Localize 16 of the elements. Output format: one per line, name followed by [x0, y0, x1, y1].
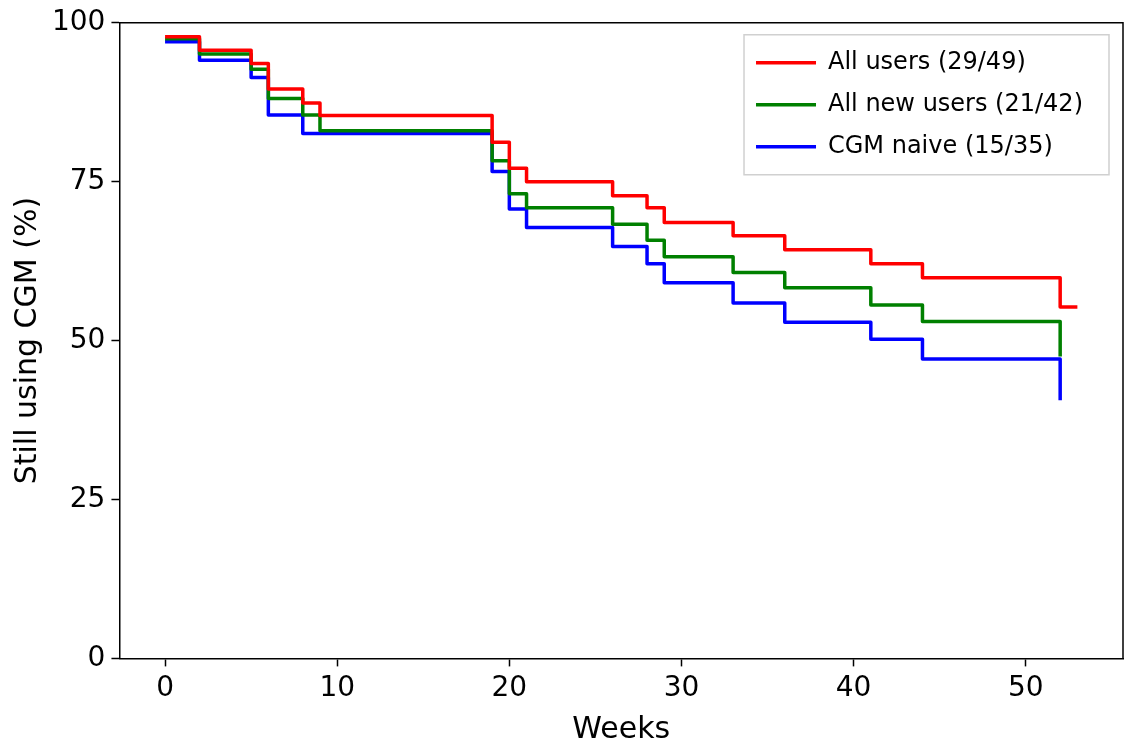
x-tick-label: 40 — [835, 670, 872, 704]
x-tick-label: 0 — [156, 670, 174, 704]
y-tick-label: 25 — [69, 480, 106, 514]
x-tick-label: 50 — [1007, 670, 1044, 704]
x-tick-label: 20 — [491, 670, 528, 704]
x-tick-label: 30 — [663, 670, 700, 704]
x-axis-title: Weeks — [572, 709, 671, 745]
legend-label: All users (29/49) — [828, 47, 1026, 76]
y-tick-label: 100 — [51, 4, 106, 38]
y-tick-label: 75 — [69, 162, 106, 196]
y-axis-title: Still using CGM (%) — [7, 196, 43, 485]
y-tick-label: 0 — [87, 639, 106, 673]
legend-label: All new users (21/42) — [828, 89, 1084, 118]
legend-label: CGM naive (15/35) — [828, 131, 1053, 160]
x-tick-label: 10 — [319, 670, 356, 704]
y-tick-label: 50 — [69, 321, 106, 355]
